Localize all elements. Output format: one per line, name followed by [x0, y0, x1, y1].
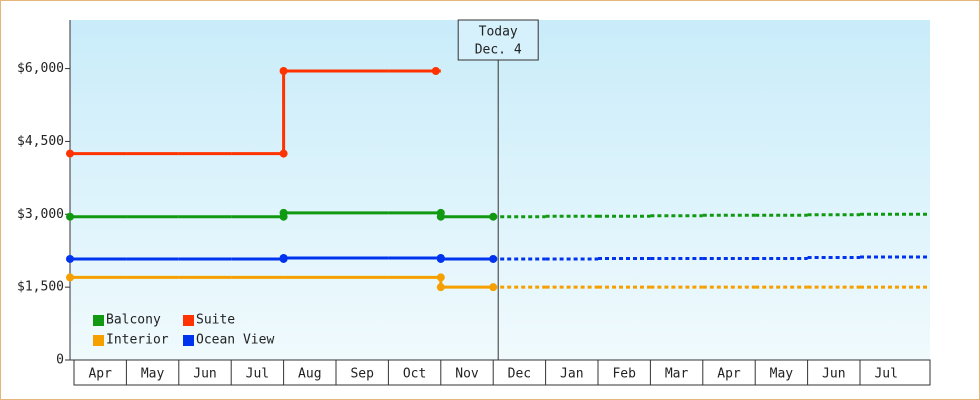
- x-tick-label: Apr: [717, 367, 741, 382]
- x-axis-box: [73, 359, 931, 386]
- legend-swatch: [183, 335, 194, 346]
- y-tick-label: $6,000: [17, 61, 64, 76]
- annotation-text: Dec. 4: [475, 43, 522, 58]
- x-tick-label: Jan: [560, 367, 583, 382]
- y-tick-label: 0: [56, 353, 64, 368]
- x-tick-label: Jun: [193, 367, 216, 382]
- annotation-text: Today: [479, 25, 518, 40]
- legend-swatch: [93, 335, 104, 346]
- x-tick-label: Nov: [455, 367, 479, 382]
- y-tick-label: $4,500: [17, 134, 64, 149]
- legend-swatch: [183, 315, 194, 326]
- x-tick-label: May: [770, 367, 794, 382]
- point-marker: [66, 149, 74, 158]
- x-tick-label: Dec: [508, 367, 531, 382]
- legend-label: Balcony: [106, 313, 161, 328]
- legend-swatch: [93, 315, 104, 326]
- plot-area: [70, 20, 930, 360]
- x-tick-label: May: [141, 367, 165, 382]
- point-marker: [431, 67, 440, 75]
- x-tick-label: Jun: [822, 367, 845, 382]
- legend-label: Ocean View: [196, 333, 274, 348]
- x-tick-label: Jul: [246, 367, 269, 382]
- x-tick-label: Aug: [298, 367, 321, 382]
- point-marker: [66, 254, 74, 263]
- x-tick-label: Jul: [874, 367, 897, 382]
- x-tick-label: Feb: [612, 367, 636, 382]
- point-marker: [66, 273, 74, 282]
- point-marker: [279, 67, 288, 75]
- point-marker: [436, 254, 445, 263]
- today-box: [457, 19, 539, 61]
- point-marker: [279, 149, 288, 158]
- y-tick-label: $3,000: [17, 207, 64, 222]
- x-tick-label: Oct: [403, 367, 426, 382]
- point-marker: [436, 273, 445, 282]
- point-marker: [436, 212, 445, 221]
- legend-label: Suite: [196, 313, 235, 328]
- point-marker: [279, 254, 288, 262]
- x-tick-label: Sep: [350, 367, 374, 382]
- point-marker: [436, 283, 445, 292]
- y-tick-label: $1,500: [17, 280, 64, 295]
- point-marker: [279, 208, 288, 217]
- legend-label: Interior: [106, 333, 169, 348]
- point-marker: [66, 212, 74, 221]
- x-tick-label: Apr: [88, 367, 112, 382]
- x-tick-label: Mar: [665, 367, 689, 382]
